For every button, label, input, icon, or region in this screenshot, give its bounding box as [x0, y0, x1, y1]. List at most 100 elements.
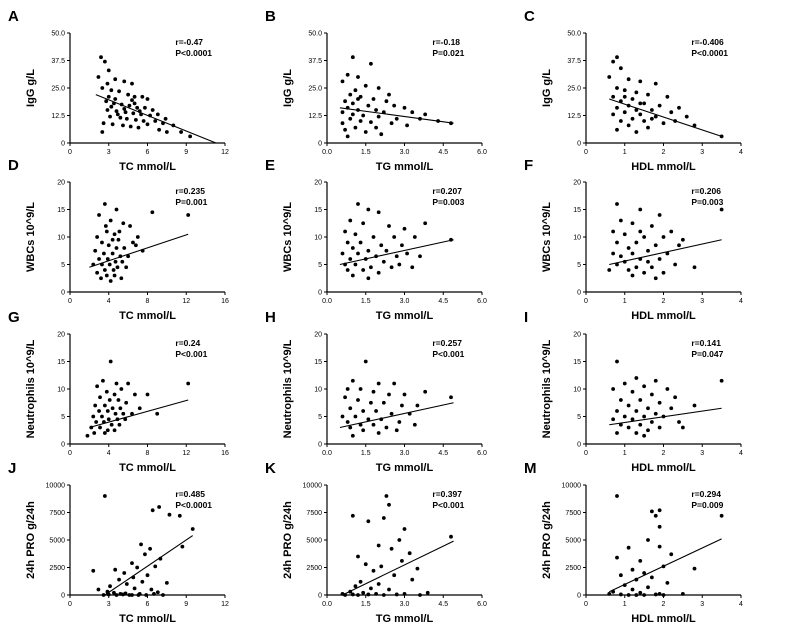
data-point — [98, 395, 102, 400]
y-axis-label: WBCs 10^9/L — [541, 202, 553, 272]
data-point — [105, 409, 110, 413]
x-tick-label: 6.0 — [477, 450, 487, 457]
regression-line — [89, 399, 189, 429]
data-point — [615, 202, 619, 206]
r-value: r=-0.47 — [175, 37, 203, 47]
panel-G: G 0 5 10 15 20 0 4 8 12 16 TC mmol/L Neutrophils 10^… — [8, 309, 229, 474]
p-value: P<0.0001 — [691, 48, 728, 58]
y-axis-label: WBCs 10^9/L — [282, 202, 294, 272]
data-point — [105, 257, 110, 261]
data-point — [366, 248, 371, 253]
data-point — [366, 276, 371, 281]
x-tick-label: 4.5 — [438, 601, 448, 608]
data-point — [137, 406, 142, 411]
data-point — [369, 120, 373, 124]
r-value: r=0.294 — [691, 489, 721, 499]
data-point — [412, 235, 417, 239]
data-point — [684, 114, 689, 119]
y-tick-label: 15 — [57, 359, 65, 366]
data-point — [366, 592, 371, 597]
data-point — [630, 417, 635, 422]
x-axis-label: TG mmol/L — [376, 310, 434, 322]
y-tick-label: 5000 — [306, 538, 322, 545]
data-point — [425, 590, 430, 595]
data-point — [150, 508, 155, 513]
data-point — [107, 262, 112, 267]
panel-A: A 0 12.5 25.0 37.5 50.0 0 3 6 9 12 TC mmol/L IgG g/L… — [8, 8, 229, 173]
data-point — [611, 251, 616, 256]
data-point — [634, 108, 639, 112]
data-point — [657, 508, 662, 513]
y-tick-label: 20 — [314, 180, 322, 187]
data-point — [366, 519, 371, 524]
data-point — [132, 101, 137, 106]
x-tick-label: 16 — [221, 298, 229, 305]
data-point — [653, 513, 658, 518]
data-point — [340, 110, 345, 115]
data-point — [622, 414, 627, 419]
data-point — [366, 103, 371, 108]
data-point — [116, 398, 121, 402]
data-point — [392, 235, 397, 239]
data-point — [356, 97, 360, 101]
data-point — [108, 279, 113, 283]
data-point — [113, 259, 118, 264]
data-point — [121, 123, 125, 128]
x-tick-label: 12 — [221, 149, 229, 156]
data-point — [91, 568, 96, 573]
data-point — [118, 406, 123, 411]
x-tick-label: 4.5 — [438, 450, 448, 457]
data-point — [104, 389, 109, 394]
panel-H: H 0 5 10 15 20 0.0 1.5 3.0 4.5 6.0 TG mmol/L Neutrop… — [265, 309, 487, 474]
data-point — [607, 592, 612, 596]
y-tick-label: 37.5 — [51, 58, 65, 65]
panel-letter: J — [8, 460, 16, 477]
data-point — [653, 276, 658, 281]
data-point — [394, 428, 399, 433]
data-point — [611, 387, 616, 391]
data-point — [649, 108, 654, 112]
data-point — [106, 94, 111, 99]
data-point — [117, 89, 121, 94]
data-point — [657, 213, 662, 217]
data-point — [157, 127, 162, 132]
data-point — [102, 403, 107, 408]
data-point — [653, 592, 658, 597]
x-tick-label: 4 — [739, 601, 743, 608]
data-point — [190, 527, 195, 531]
data-point — [361, 428, 366, 433]
y-tick-label: 10 — [573, 235, 581, 242]
data-point — [638, 112, 643, 117]
data-point — [113, 97, 118, 101]
x-tick-label: 2 — [662, 601, 666, 608]
y-tick-label: 0 — [61, 442, 65, 449]
data-point — [130, 81, 134, 86]
data-point — [657, 257, 662, 261]
x-tick-label: 12 — [182, 450, 190, 457]
data-point — [418, 254, 422, 259]
data-point — [124, 116, 129, 121]
data-point — [97, 409, 101, 413]
y-tick-label: 50.0 — [308, 31, 322, 38]
y-axis-label: Neutrophils 10^9/L — [282, 339, 294, 438]
panel-I: I 0 5 10 15 20 0 1 2 3 4 HDL mmol/L Neutrophils 10^9… — [524, 309, 743, 474]
x-axis-label: TG mmol/L — [376, 613, 434, 625]
y-tick-label: 12.5 — [51, 113, 65, 120]
data-point — [449, 534, 453, 539]
y-tick-label: 37.5 — [567, 58, 581, 65]
y-tick-label: 0 — [577, 290, 581, 297]
r-value: r=0.257 — [432, 338, 462, 348]
data-point — [95, 270, 100, 275]
data-point — [622, 381, 627, 386]
y-tick-label: 0 — [61, 141, 65, 148]
data-point — [350, 378, 355, 383]
data-point — [96, 75, 101, 79]
y-tick-label: 2500 — [49, 565, 65, 572]
data-point — [95, 235, 100, 239]
x-tick-label: 16 — [221, 450, 229, 457]
y-tick-label: 50.0 — [51, 31, 65, 38]
x-tick-label: 6.0 — [477, 298, 487, 305]
data-point — [410, 577, 415, 582]
data-point — [618, 573, 623, 578]
